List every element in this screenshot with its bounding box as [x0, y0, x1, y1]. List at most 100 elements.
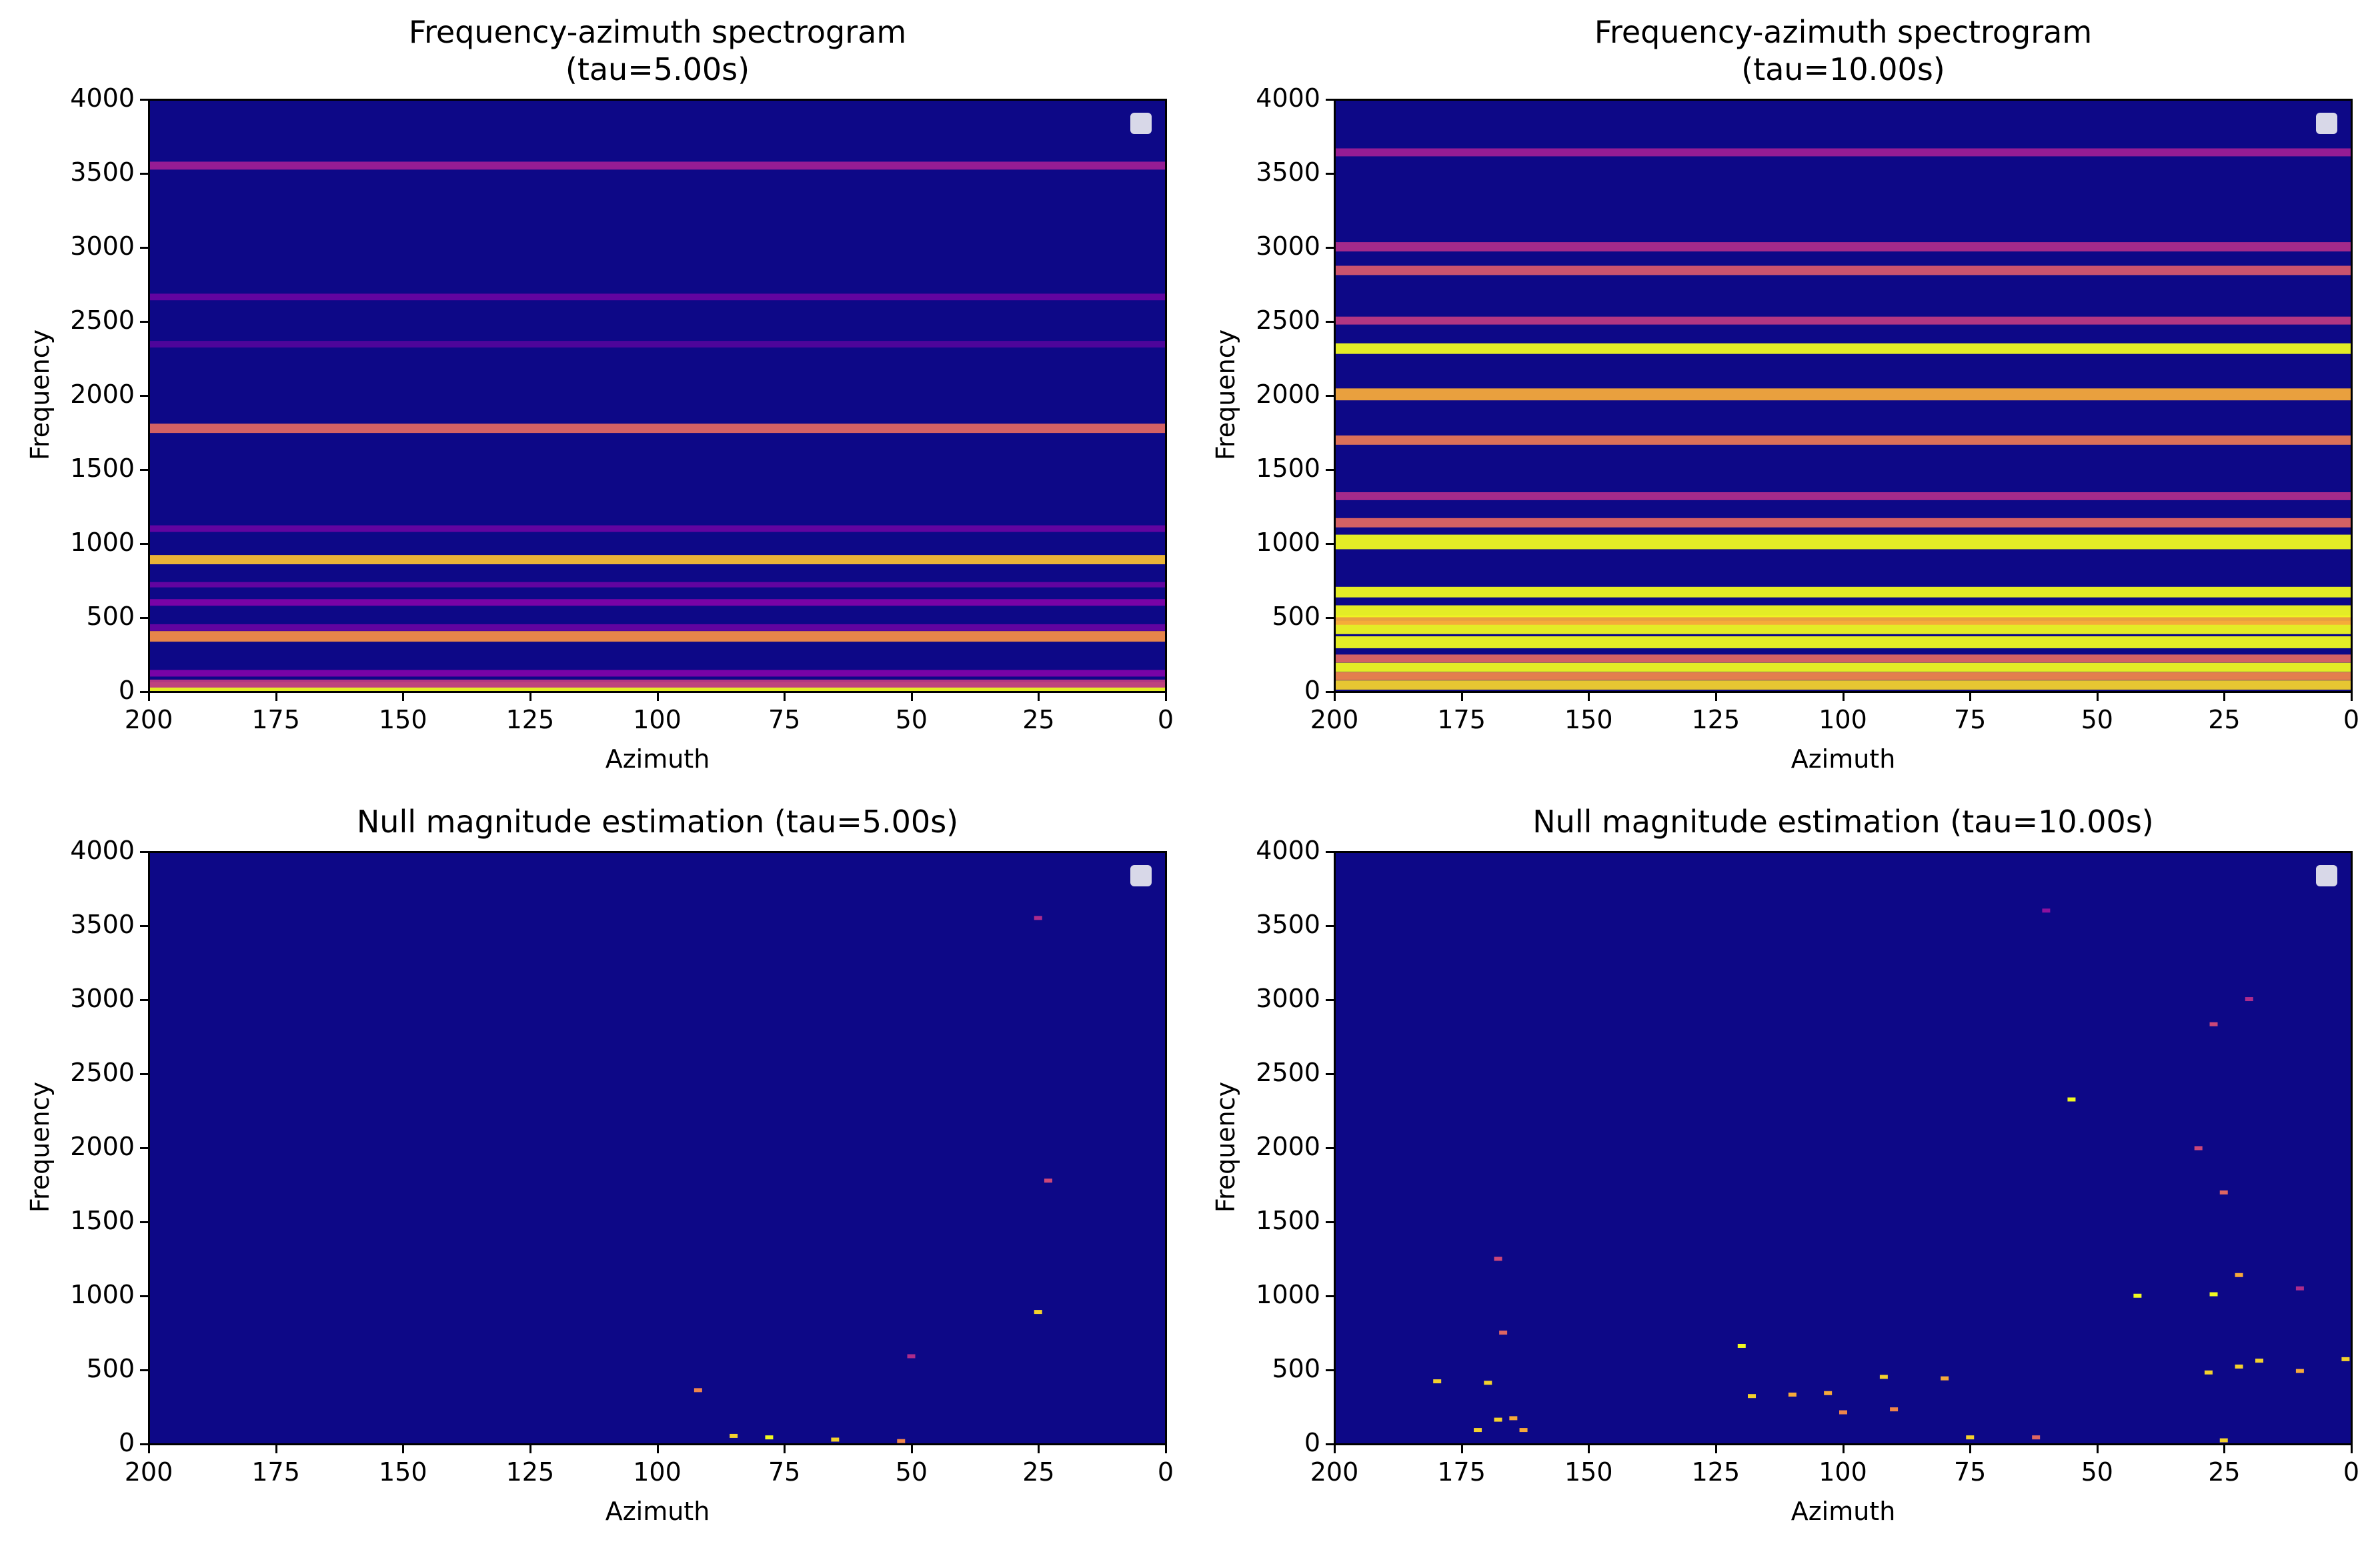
x-tick-label: 125 [505, 705, 555, 734]
y-tick-mark [140, 1443, 148, 1445]
x-tick-mark [656, 1445, 659, 1453]
y-tick-mark [1326, 469, 1334, 471]
y-tick-label: 3500 [1256, 157, 1320, 187]
y-tick-label: 1500 [1256, 1206, 1320, 1235]
x-tick-label: 125 [1691, 705, 1740, 734]
frequency-band-13 [1336, 388, 2351, 401]
frequency-band-9 [1336, 534, 2351, 550]
x-tick-mark [1714, 1445, 1717, 1453]
y-tick-label: 4000 [1256, 83, 1320, 113]
null-point-3 [897, 1439, 906, 1443]
frequency-band-4 [150, 624, 1165, 631]
x-tick-label: 150 [1564, 705, 1613, 734]
y-tick-mark [1326, 1221, 1334, 1223]
x-tick-label: 100 [633, 705, 682, 734]
x-tick-mark [784, 693, 786, 701]
null-point-26 [2255, 1359, 2264, 1363]
x-tick-label: 0 [1157, 1457, 1174, 1487]
null-point-5 [1484, 1381, 1492, 1385]
y-tick-mark [140, 1295, 148, 1297]
x-tick-label: 125 [1691, 1457, 1740, 1487]
x-tick-label: 175 [1437, 705, 1486, 734]
x-tick-mark [2351, 693, 2353, 701]
x-tick-mark [784, 1445, 786, 1453]
x-tick-mark [1038, 1445, 1040, 1453]
x-tick-label: 25 [1022, 1457, 1055, 1487]
x-axis-label: Azimuth [1791, 744, 1896, 774]
legend-box[interactable] [2316, 113, 2337, 134]
plot-area [148, 99, 1167, 693]
y-tick-label: 4000 [70, 83, 135, 113]
null-point-3 [1519, 1428, 1528, 1433]
y-tick-label: 1000 [70, 528, 135, 557]
x-tick-mark [910, 693, 913, 701]
frequency-band-1 [1336, 672, 2351, 680]
y-tick-label: 3000 [70, 984, 135, 1013]
y-tick-mark [140, 321, 148, 323]
y-tick-mark [1326, 1147, 1334, 1149]
x-tick-label: 0 [2343, 705, 2360, 734]
x-tick-mark [148, 693, 150, 701]
null-point-12 [1839, 1410, 1847, 1415]
chart-title: Null magnitude estimation (tau=5.00s) [356, 804, 959, 840]
null-point-27 [2295, 1369, 2304, 1373]
y-tick-mark [1326, 395, 1334, 397]
x-tick-label: 75 [768, 1457, 801, 1487]
x-tick-label: 175 [1437, 1457, 1486, 1487]
null-point-7 [1494, 1257, 1502, 1261]
x-tick-label: 125 [505, 1457, 555, 1487]
y-tick-label: 1500 [70, 1206, 135, 1235]
x-tick-mark [1714, 693, 1717, 701]
legend-box[interactable] [1130, 865, 1152, 886]
y-tick-label: 500 [86, 602, 135, 631]
y-tick-label: 1000 [70, 1280, 135, 1309]
frequency-band-2 [1336, 662, 2351, 672]
null-point-14 [1890, 1407, 1899, 1412]
x-tick-mark [1588, 693, 1590, 701]
null-point-0 [730, 1433, 738, 1438]
y-tick-label: 3000 [70, 231, 135, 261]
x-tick-label: 75 [768, 705, 801, 734]
y-tick-label: 2000 [70, 1132, 135, 1161]
frequency-band-15 [1336, 316, 2351, 325]
null-point-19 [2133, 1293, 2142, 1298]
y-tick-mark [140, 851, 148, 853]
y-tick-label: 3500 [1256, 910, 1320, 939]
x-tick-label: 25 [2208, 705, 2241, 734]
frequency-band-5 [150, 599, 1165, 606]
y-tick-label: 2500 [70, 1058, 135, 1087]
x-tick-mark [2096, 693, 2099, 701]
y-tick-label: 1500 [70, 454, 135, 483]
y-tick-mark [140, 247, 148, 249]
x-tick-label: 175 [251, 1457, 300, 1487]
x-tick-mark [1334, 693, 1336, 701]
y-tick-mark [1326, 925, 1334, 927]
legend-box[interactable] [1130, 113, 1152, 134]
plot-area [1334, 851, 2353, 1445]
x-tick-label: 150 [378, 1457, 427, 1487]
y-tick-label: 0 [118, 676, 135, 705]
y-tick-mark [140, 691, 148, 693]
y-tick-mark [1326, 247, 1334, 249]
y-tick-label: 1500 [1256, 454, 1320, 483]
x-tick-mark [1842, 693, 1845, 701]
null-point-0 [1474, 1428, 1482, 1433]
frequency-band-7 [1336, 605, 2351, 618]
frequency-band-2 [150, 670, 1165, 677]
x-axis-label: Azimuth [605, 744, 710, 774]
x-tick-mark [275, 693, 277, 701]
legend-box[interactable] [2316, 865, 2337, 886]
y-tick-mark [140, 543, 148, 545]
null-point-6 [907, 1354, 916, 1359]
y-tick-label: 0 [1304, 1428, 1320, 1457]
y-tick-label: 2500 [70, 305, 135, 335]
frequency-band-14 [1336, 343, 2351, 354]
y-tick-mark [140, 999, 148, 1001]
x-axis-label: Azimuth [605, 1497, 710, 1526]
x-tick-mark [1969, 693, 1972, 701]
x-tick-mark [2223, 1445, 2226, 1453]
y-tick-mark [140, 395, 148, 397]
x-tick-label: 0 [2343, 1457, 2360, 1487]
y-tick-mark [140, 925, 148, 927]
null-point-29 [2219, 1438, 2228, 1443]
